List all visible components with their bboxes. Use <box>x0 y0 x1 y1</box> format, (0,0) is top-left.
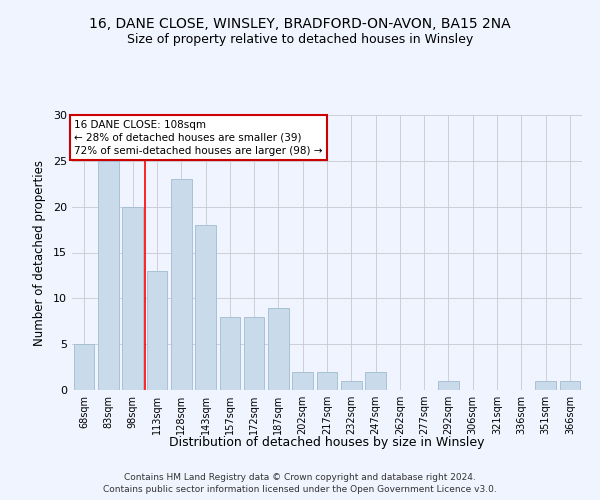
Bar <box>122 206 143 390</box>
Bar <box>268 308 289 390</box>
Bar <box>220 316 240 390</box>
Text: 16, DANE CLOSE, WINSLEY, BRADFORD-ON-AVON, BA15 2NA: 16, DANE CLOSE, WINSLEY, BRADFORD-ON-AVO… <box>89 18 511 32</box>
Bar <box>98 161 119 390</box>
Bar <box>560 381 580 390</box>
Text: 16 DANE CLOSE: 108sqm
← 28% of detached houses are smaller (39)
72% of semi-deta: 16 DANE CLOSE: 108sqm ← 28% of detached … <box>74 120 323 156</box>
Bar <box>146 271 167 390</box>
Bar <box>438 381 459 390</box>
Bar <box>292 372 313 390</box>
Bar <box>74 344 94 390</box>
Bar <box>195 225 216 390</box>
Bar <box>171 179 191 390</box>
Bar <box>365 372 386 390</box>
Text: Contains public sector information licensed under the Open Government Licence v3: Contains public sector information licen… <box>103 484 497 494</box>
Bar <box>244 316 265 390</box>
Bar <box>341 381 362 390</box>
Y-axis label: Number of detached properties: Number of detached properties <box>33 160 46 346</box>
Bar <box>317 372 337 390</box>
Text: Contains HM Land Registry data © Crown copyright and database right 2024.: Contains HM Land Registry data © Crown c… <box>124 473 476 482</box>
Text: Size of property relative to detached houses in Winsley: Size of property relative to detached ho… <box>127 32 473 46</box>
Bar <box>535 381 556 390</box>
Text: Distribution of detached houses by size in Winsley: Distribution of detached houses by size … <box>169 436 485 449</box>
